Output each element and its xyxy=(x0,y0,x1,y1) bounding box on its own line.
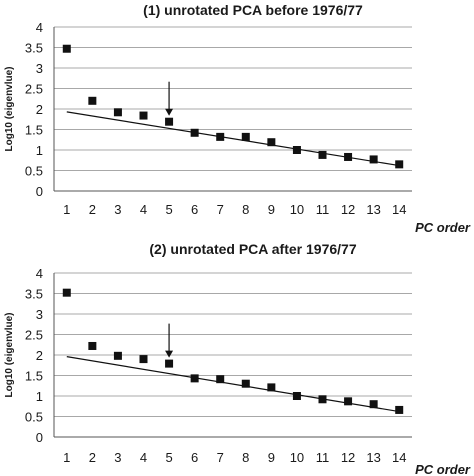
data-point xyxy=(318,150,327,159)
y-tick-label: 3 xyxy=(36,307,43,322)
y-tick-label: 3 xyxy=(36,61,43,76)
arrow-head xyxy=(165,350,174,358)
x-tick-label: 6 xyxy=(191,450,198,465)
y-tick-label: 2.5 xyxy=(25,82,43,97)
x-tick-label: 1 xyxy=(63,202,70,217)
data-point xyxy=(190,128,199,137)
y-tick-label: 1.5 xyxy=(25,123,43,138)
data-point xyxy=(267,383,276,392)
data-point xyxy=(62,44,71,53)
data-point xyxy=(88,341,97,350)
data-point xyxy=(139,355,148,364)
x-tick-label: 10 xyxy=(290,450,304,465)
chart-title: (2) unrotated PCA after 1976/77 xyxy=(149,241,356,257)
y-tick-label: 1.5 xyxy=(25,369,43,384)
data-point xyxy=(165,359,174,368)
data-point xyxy=(318,395,327,404)
x-axis-label: PC order xyxy=(415,220,471,235)
x-tick-label: 2 xyxy=(89,202,96,217)
chart-panel-1: (1) unrotated PCA before 1976/77 0 0.5 1 1.5… xyxy=(4,2,471,235)
x-tick-label: 5 xyxy=(165,450,172,465)
y-tick-label: 3.5 xyxy=(25,41,43,56)
y-tick-label: 2 xyxy=(36,102,43,117)
x-tick-label: 13 xyxy=(366,450,380,465)
chart-title: (1) unrotated PCA before 1976/77 xyxy=(143,2,363,18)
x-tick-label: 8 xyxy=(242,202,249,217)
x-tick-label: 14 xyxy=(392,450,406,465)
data-point xyxy=(369,155,378,164)
x-tick-label: 9 xyxy=(268,450,275,465)
x-tick-label: 4 xyxy=(140,450,147,465)
data-point xyxy=(344,152,353,161)
data-point xyxy=(190,374,199,383)
arrow-head xyxy=(165,108,174,116)
data-point xyxy=(165,117,174,126)
y-tick-label: 4 xyxy=(36,20,43,35)
x-tick-label: 12 xyxy=(341,450,355,465)
x-tick-label: 12 xyxy=(341,202,355,217)
chart-panel-2: (2) unrotated PCA after 1976/77 0 0.5 1 1.5 2… xyxy=(4,241,471,476)
y-tick-label: 0.5 xyxy=(25,164,43,179)
x-tick-label: 11 xyxy=(316,202,330,217)
data-point xyxy=(267,138,276,147)
y-axis-label: Log10 (eigenvlue) xyxy=(4,66,15,151)
x-tick-label: 8 xyxy=(242,450,249,465)
data-point xyxy=(88,96,97,105)
data-point xyxy=(62,288,71,297)
data-point xyxy=(395,160,404,169)
trend-line xyxy=(66,356,400,413)
y-tick-label: 2.5 xyxy=(25,328,43,343)
y-tick-label: 0 xyxy=(36,184,43,199)
y-tick-label: 2 xyxy=(36,348,43,363)
x-tick-label: 6 xyxy=(191,202,198,217)
y-tick-label: 3.5 xyxy=(25,287,43,302)
x-tick-label: 3 xyxy=(114,450,121,465)
data-point xyxy=(369,400,378,409)
y-tick-label: 4 xyxy=(36,266,43,281)
x-tick-label: 2 xyxy=(89,450,96,465)
x-tick-label: 7 xyxy=(217,202,224,217)
y-axis-label: Log10 (eigenvlue) xyxy=(4,312,15,397)
data-point xyxy=(113,108,122,117)
data-point xyxy=(216,375,225,384)
data-point xyxy=(216,132,225,141)
y-tick-label: 1 xyxy=(36,389,43,404)
y-tick-label: 0.5 xyxy=(25,410,43,425)
y-tick-label: 1 xyxy=(36,143,43,158)
x-tick-label: 11 xyxy=(316,450,330,465)
x-tick-label: 13 xyxy=(366,202,380,217)
data-point xyxy=(139,111,148,120)
x-tick-label: 1 xyxy=(63,450,70,465)
data-point xyxy=(292,146,301,154)
x-tick-label: 10 xyxy=(290,202,304,217)
x-tick-label: 4 xyxy=(140,202,147,217)
x-axis-label: PC order xyxy=(415,462,471,476)
data-point xyxy=(292,392,301,400)
data-point xyxy=(395,405,404,414)
data-point xyxy=(344,397,353,406)
x-tick-label: 3 xyxy=(114,202,121,217)
y-tick-label: 0 xyxy=(36,430,43,445)
x-tick-label: 5 xyxy=(165,202,172,217)
x-tick-label: 7 xyxy=(217,450,224,465)
data-point xyxy=(241,379,250,388)
x-tick-label: 14 xyxy=(392,202,406,217)
x-tick-label: 9 xyxy=(268,202,275,217)
trend-line xyxy=(66,111,400,167)
data-point xyxy=(113,351,122,360)
data-point xyxy=(241,132,250,141)
